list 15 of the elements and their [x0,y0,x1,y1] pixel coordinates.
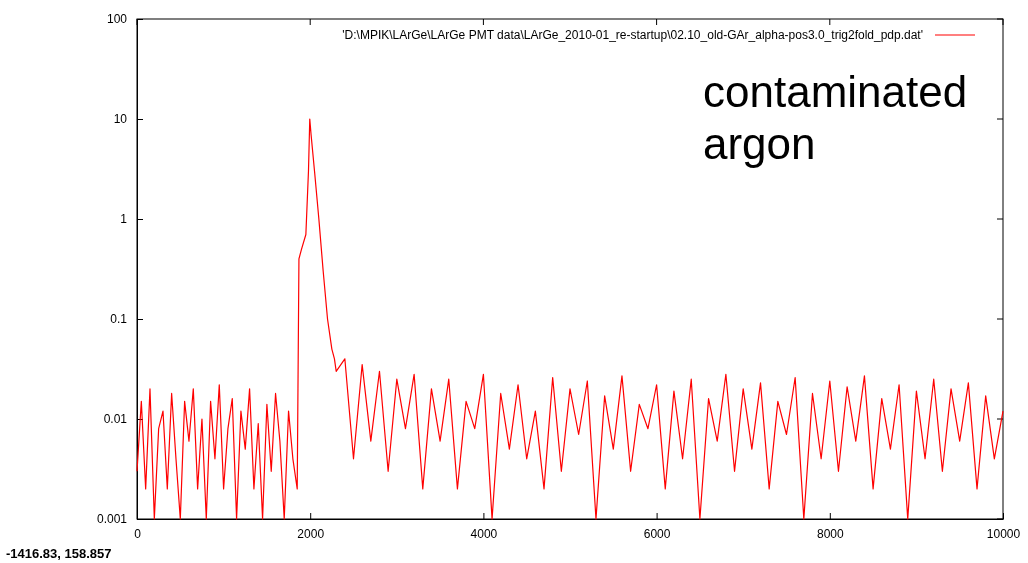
y-tick-label: 0.01 [103,412,128,427]
y-tick-label: 10 [113,112,128,127]
x-tick-label: 2000 [297,526,325,541]
y-tick-label: 1 [120,212,128,227]
y-tick-label: 100 [106,12,128,27]
text: -1416.83, 158.857 [6,546,112,561]
annotation: contaminated argon [703,67,968,168]
y-tick-label: 0.1 [110,312,128,327]
x-tick-label: 4000 [470,526,498,541]
x-tick-label: 6000 [643,526,671,541]
legend-label: 'D:\MPIK\LArGe\LArGe PMT data\LArGe_2010-01_re-startup\02.10_old-GAr_alpha-pos3.0_trig2fold_pdp.dat' [342,28,923,42]
x-tick-label: 8000 [816,526,844,541]
y-tick-label: 0.001 [96,512,128,527]
x-tick-label: 10000 [986,526,1021,541]
x-tick-label: 0 [134,526,142,541]
